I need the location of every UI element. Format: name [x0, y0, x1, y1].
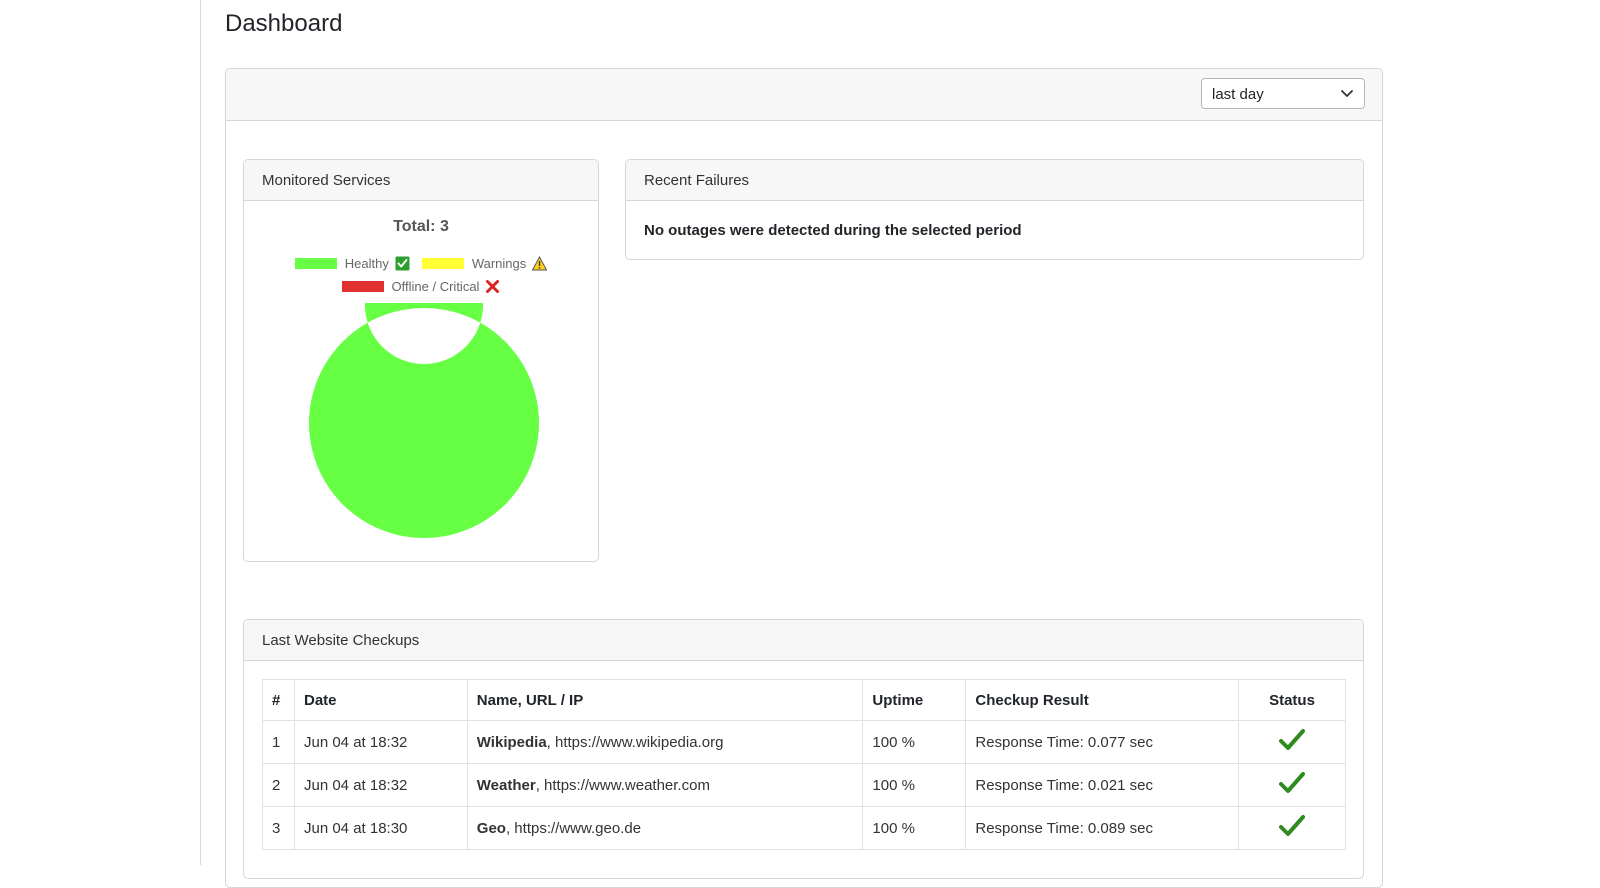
checkups-table: # Date Name, URL / IP Uptime Checkup Res… [262, 679, 1346, 850]
legend-label-healthy: Healthy [344, 256, 389, 271]
no-outages-message: No outages were detected during the sele… [644, 222, 1022, 239]
col-header-status: Status [1238, 679, 1346, 721]
col-header-num: # [262, 679, 295, 721]
site-name: Geo [476, 819, 506, 837]
services-donut-chart [309, 303, 539, 538]
row-result: Response Time: 0.089 sec [965, 806, 1240, 850]
row-num: 2 [262, 763, 295, 807]
checkups-header: Last Website Checkups [244, 620, 1363, 661]
row-num: 1 [262, 720, 295, 764]
recent-failures-header: Recent Failures [626, 160, 1363, 201]
row-uptime: 100 % [862, 763, 967, 807]
site-url[interactable]: , https://www.weather.com [535, 776, 710, 794]
dashboard-panel: last day [225, 68, 1383, 888]
legend-swatch-healthy [294, 258, 337, 269]
col-header-name: Name, URL / IP [466, 679, 864, 721]
row-status [1238, 720, 1346, 764]
table-header-row: # Date Name, URL / IP Uptime Checkup Res… [262, 679, 1346, 721]
col-header-date: Date [293, 679, 468, 721]
checkmark-icon [1279, 815, 1306, 836]
legend-item-healthy[interactable]: Healthy [294, 256, 410, 271]
chart-total: Total: 3 [393, 218, 449, 235]
chart-legend-row-2: Offline / Critical [244, 279, 598, 294]
site-name: Wikipedia [476, 733, 547, 751]
checkmark-icon [1279, 729, 1306, 750]
period-select[interactable]: last day [1201, 78, 1365, 109]
table-row[interactable]: 2 Jun 04 at 18:32 Weather, https://www.w… [262, 763, 1346, 807]
row-date: Jun 04 at 18:32 [293, 763, 468, 807]
row-result: Response Time: 0.077 sec [965, 720, 1240, 764]
sidebar-divider [200, 0, 201, 865]
monitored-services-header: Monitored Services [244, 160, 598, 201]
row-date: Jun 04 at 18:30 [293, 806, 468, 850]
site-name: Weather [476, 776, 536, 794]
checkmark-icon [1279, 772, 1306, 793]
col-header-result: Checkup Result [965, 679, 1240, 721]
recent-failures-card: Recent Failures No outages were detected… [625, 159, 1364, 260]
row-name-url: Geo, https://www.geo.de [466, 806, 864, 850]
row-name-url: Weather, https://www.weather.com [466, 763, 864, 807]
legend-item-warnings[interactable]: Warnings [421, 256, 548, 271]
cross-icon [486, 280, 500, 293]
table-row[interactable]: 1 Jun 04 at 18:32 Wikipedia, https://www… [262, 720, 1346, 764]
chart-legend-row-1: Healthy Warnings [244, 256, 598, 271]
check-box-icon [395, 256, 410, 271]
dashboard-toolbar: last day [226, 69, 1382, 121]
row-status [1238, 763, 1346, 807]
monitored-services-card: Monitored Services Total: 3 Healthy Warn… [243, 159, 599, 562]
page-title: Dashboard [225, 10, 343, 37]
chevron-down-icon [1341, 90, 1353, 97]
row-result: Response Time: 0.021 sec [965, 763, 1240, 807]
site-url[interactable]: , https://www.geo.de [505, 819, 642, 837]
site-url[interactable]: , https://www.wikipedia.org [546, 733, 724, 751]
period-select-value: last day [1212, 86, 1264, 103]
warning-icon [532, 256, 548, 271]
table-row[interactable]: 3 Jun 04 at 18:30 Geo, https://www.geo.d… [262, 806, 1346, 850]
legend-item-offline[interactable]: Offline / Critical [341, 279, 501, 294]
row-status [1238, 806, 1346, 850]
row-date: Jun 04 at 18:32 [293, 720, 468, 764]
row-uptime: 100 % [862, 720, 967, 764]
row-uptime: 100 % [862, 806, 967, 850]
donut-slice-healthy[interactable] [309, 303, 539, 538]
row-num: 3 [262, 806, 295, 850]
col-header-uptime: Uptime [862, 679, 967, 721]
row-name-url: Wikipedia, https://www.wikipedia.org [466, 720, 864, 764]
legend-label-warnings: Warnings [471, 256, 527, 271]
legend-swatch-offline [341, 281, 384, 292]
legend-swatch-warnings [421, 258, 464, 269]
legend-label-offline: Offline / Critical [391, 279, 480, 294]
checkups-card: Last Website Checkups # Date Name, URL /… [243, 619, 1364, 879]
